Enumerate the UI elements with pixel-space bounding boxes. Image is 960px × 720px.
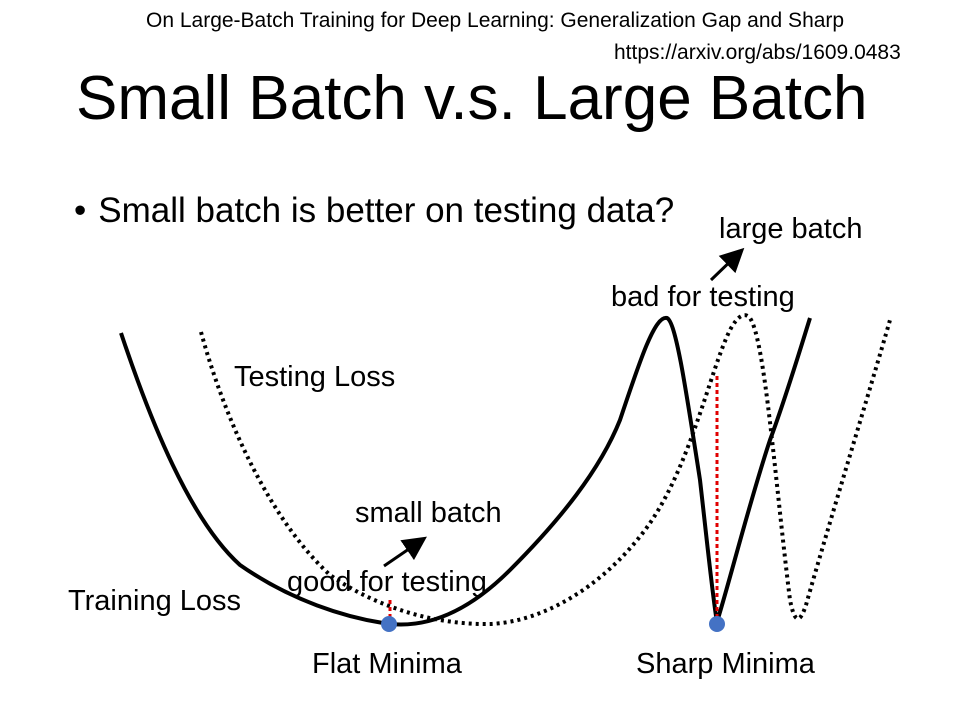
bullet-text: Small batch is better on testing data? xyxy=(98,191,675,230)
testing-loss-curve xyxy=(199,313,892,627)
sharp-minima-point xyxy=(709,616,725,632)
bad-for-testing-label: bad for testing xyxy=(611,281,795,313)
large-batch-label: large batch xyxy=(719,213,863,245)
citation-url: https://arxiv.org/abs/1609.0483 xyxy=(614,41,901,64)
bullet-marker: • xyxy=(74,191,87,230)
flat-minima-point xyxy=(381,616,397,632)
training-loss-label: Training Loss xyxy=(68,585,241,617)
testing-loss-label: Testing Loss xyxy=(234,361,395,393)
good-for-testing-label: good for testing xyxy=(287,566,487,598)
training-loss-curve xyxy=(119,315,812,627)
small-batch-arrow xyxy=(383,536,427,568)
small-batch-label: small batch xyxy=(355,497,502,529)
slide-title: Small Batch v.s. Large Batch xyxy=(76,64,868,133)
citation-title: On Large-Batch Training for Deep Learnin… xyxy=(146,9,845,32)
sharp-minima-label: Sharp Minima xyxy=(636,648,816,680)
bullet-item: • Small batch is better on testing data? xyxy=(74,193,674,228)
large-batch-arrow xyxy=(709,247,745,282)
flat-minima-label: Flat Minima xyxy=(312,648,463,680)
